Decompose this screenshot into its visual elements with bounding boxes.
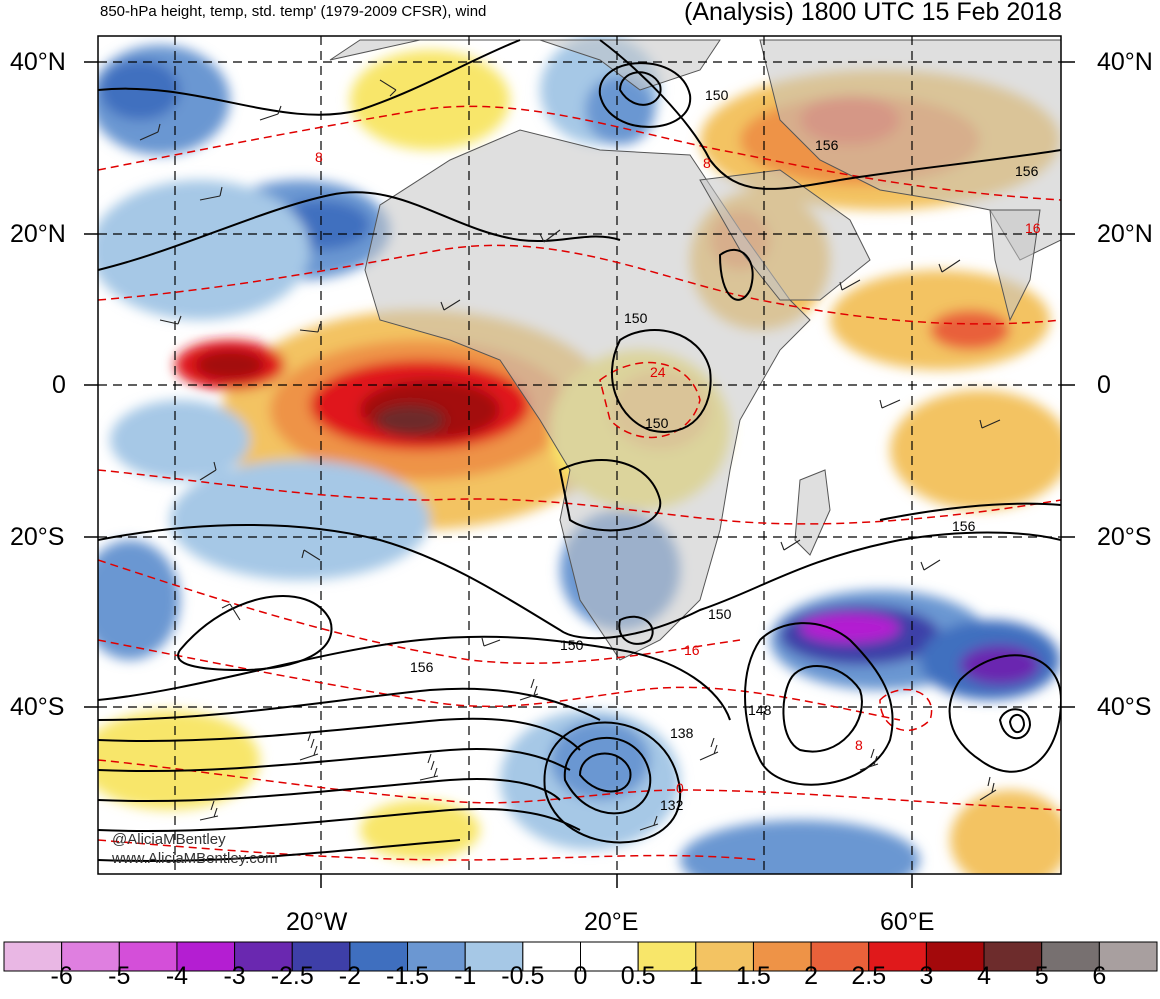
colorbar-swatch [1041, 941, 1100, 972]
colorbar-tick-label: 2.5 [851, 962, 887, 990]
colorbar-swatch [868, 941, 927, 972]
india-landmass [989, 209, 1041, 322]
lat-label-right: 20°N [1097, 220, 1153, 248]
axis-ticks [84, 61, 1075, 888]
map-title: (Analysis) 1800 UTC 15 Feb 2018 [684, 0, 1062, 26]
graticule [98, 36, 1061, 874]
height-label: 132 [660, 797, 684, 813]
colorbar-tick-label: -0.5 [501, 962, 545, 990]
height-label: 150 [708, 606, 732, 622]
temp-label: 0 [676, 780, 684, 796]
lat-label-right: 40°N [1097, 48, 1153, 76]
lon-label: 20°W [286, 908, 348, 936]
colorbar-tick-label: -3 [223, 962, 246, 990]
colorbar-tick-label: 6 [1092, 962, 1107, 990]
colorbar-tick-label: 0.5 [620, 962, 656, 990]
height-label: 150 [645, 415, 669, 431]
colorbar-tick-label: 2 [804, 962, 819, 990]
colorbar-swatch [118, 941, 178, 972]
temp-label: 16 [684, 642, 700, 658]
colorbar-tick-label: -2.5 [270, 962, 314, 990]
temp-label: 8 [315, 149, 323, 165]
wind-barbs [139, 79, 1001, 831]
colorbar-tick-label: -1 [454, 962, 477, 990]
colorbar-tick-label: 3 [919, 962, 934, 990]
madagascar-landmass [794, 469, 831, 556]
height-contours [98, 39, 1061, 862]
colorbar-tick-label: 0 [573, 962, 588, 990]
credit-text: @AliciaMBentley www.AliciaMBentley.com [112, 830, 278, 868]
height-label: 156 [815, 137, 839, 153]
colorbar-swatch [234, 941, 293, 972]
lon-label: 60°E [880, 908, 935, 936]
arabia-landmass [699, 169, 871, 301]
colorbar-tick-label: -5 [108, 962, 131, 990]
colorbar-tick-label: 5 [1034, 962, 1049, 990]
height-label: 138 [670, 725, 694, 741]
lat-label-left: 0 [52, 371, 66, 399]
colorbar [3, 941, 1158, 972]
temp-label: 8 [703, 155, 711, 171]
colorbar-tick-label: -2 [338, 962, 362, 990]
colorbar-swatch [1098, 941, 1158, 972]
height-label: 150 [624, 310, 648, 326]
map-frame [97, 35, 1062, 875]
colorbar-swatch [983, 941, 1043, 972]
lat-label-right: 40°S [1097, 693, 1152, 721]
land-masses [329, 39, 1061, 661]
lon-label: 20°E [584, 908, 639, 936]
lat-label-right: 20°S [1097, 523, 1152, 551]
colorbar-swatch [3, 941, 63, 972]
height-label: 148 [748, 702, 772, 718]
credit-website: www.AliciaMBentley.com [112, 850, 278, 867]
colorbar-swatch [522, 941, 581, 972]
colorbar-swatch [810, 941, 870, 972]
asia-landmass [759, 39, 1061, 261]
colorbar-swatch [176, 941, 236, 972]
colorbar-swatch [61, 941, 120, 972]
temp-label: 24 [650, 364, 666, 380]
map-subtitle: 850-hPa height, temp, std. temp' (1979-2… [100, 3, 487, 20]
lat-label-left: 40°N [10, 48, 66, 76]
colorbar-swatch [925, 941, 985, 972]
colorbar-swatch [695, 941, 754, 972]
colorbar-tick-label: 4 [977, 962, 991, 990]
colorbar-swatch [407, 941, 466, 972]
lat-label-left: 20°S [10, 523, 65, 551]
europe-landmass [329, 39, 721, 91]
lat-label-left: 40°S [10, 693, 65, 721]
colorbar-tick-label: -4 [165, 962, 189, 990]
lat-label-right: 0 [1097, 371, 1111, 399]
height-label: 156 [952, 518, 976, 534]
temp-label: 16 [1025, 220, 1041, 236]
colorbar-tick-label: 1 [688, 962, 703, 990]
height-label: 150 [560, 637, 584, 653]
temp-label: 8 [855, 737, 863, 753]
height-label: 156 [1015, 163, 1039, 179]
credit-twitter: @AliciaMBentley [112, 831, 226, 848]
colorbar-tick-label: -1.5 [386, 962, 430, 990]
height-label: 156 [410, 659, 434, 675]
height-label: 150 [705, 87, 729, 103]
colorbar-tick-label: 1.5 [736, 962, 771, 990]
colorbar-tick-label: -6 [50, 962, 73, 990]
africa-landmass [364, 129, 811, 661]
lat-label-left: 20°N [10, 220, 66, 248]
